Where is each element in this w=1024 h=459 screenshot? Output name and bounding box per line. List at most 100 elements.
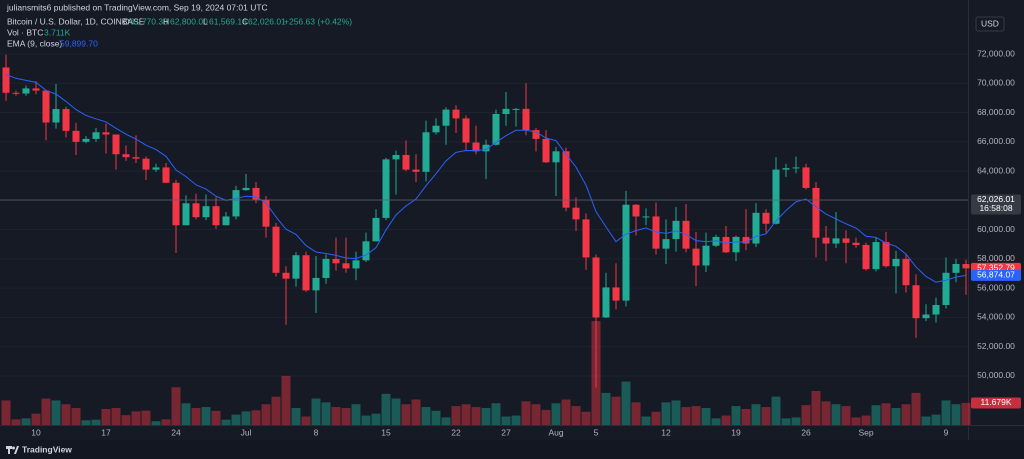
volume-bar [911,392,921,425]
symbol: Bitcoin / U.S. Dollar, 1D, COINBASE [7,16,145,26]
candle-body [752,212,760,244]
candle-body [452,109,460,119]
volume-bar [311,398,321,425]
candle-body [262,199,270,227]
volume-bar [651,411,661,425]
plot-area [0,53,971,425]
candle-body [432,125,440,133]
volume-bar [381,393,391,425]
y-tick-label: 52,000.00 [977,341,1015,351]
candle-body [92,132,100,139]
candle-body [672,220,680,240]
candle-body [792,167,800,169]
ohlc-key: C [242,16,248,26]
ohlc-value: 61,770.38 [130,16,168,26]
candle-body [802,167,810,188]
volume-bar [821,401,831,425]
currency-box[interactable] [975,16,1005,32]
volume-bar [921,416,931,425]
price-tag-label: 62,026.01 [977,194,1015,204]
price-tag-time: 16:58:08 [979,203,1012,213]
currency[interactable]: USD [981,18,999,28]
candle-body [522,108,530,131]
x-tick-label: 10 [31,427,41,437]
price-tag [971,269,1021,281]
y-tick-label: 64,000.00 [977,165,1015,175]
candle-body [632,204,640,217]
volume-bar [501,416,511,425]
candle-body [502,108,510,115]
volume-bar [221,419,231,425]
candle-body [212,206,220,226]
y-tick-label: 72,000.00 [977,48,1015,58]
y-tick-label: 54,000.00 [977,312,1015,322]
y-tick-label: 58,000.00 [977,253,1015,263]
volume-bar [791,417,801,425]
volume-bar [751,404,761,425]
ohlc-key: O [123,16,130,26]
x-tick-label: Jul [241,427,252,437]
ohlc-key: H [163,16,169,26]
candle-body [892,258,900,267]
footer [0,440,1024,459]
volume-bar [231,414,241,425]
candle-body [622,204,630,301]
volume-bar [31,413,41,425]
candle-body [722,236,730,253]
candle-body [272,226,280,273]
volume-bar [161,419,171,425]
candle-body [342,263,350,269]
candle-body [122,154,130,158]
volume-bar [961,402,971,425]
volume-bar [201,407,211,425]
candle-body [222,216,230,226]
candle-body [712,236,720,246]
volume-bar [901,404,911,425]
volume-bar [1,400,11,425]
candle-body [822,237,830,244]
candle-body [442,109,450,126]
candle-body [192,203,200,218]
volume-bar [681,407,691,425]
candle-body [692,248,700,266]
volume-bar [641,416,651,425]
volume-bar [621,381,631,425]
volume-bar [761,407,771,425]
candle-body [862,244,870,270]
volume-bar [471,407,481,425]
x-tick-label: 9 [944,427,949,437]
candle-body [252,187,260,200]
candle-body [662,239,670,249]
legend: juliansmits6 published on TradingView.co… [6,2,352,48]
volume-bar [351,404,361,425]
volume-bar [771,396,781,425]
candle-body [462,118,470,143]
volume-bar [131,411,141,425]
candle-body [102,132,110,135]
candle-body [582,219,590,258]
volume-bar [451,406,461,425]
volume-bar [261,404,271,425]
volume-bar [301,416,311,425]
ohlc-value: 62,026.01 [248,16,286,26]
y-tick-label: 56,000.00 [977,282,1015,292]
volume-bar [91,419,101,425]
x-tick-label: 19 [731,427,741,437]
volume-bar [491,403,501,425]
candle-body [602,287,610,318]
x-tick-label: 27 [501,427,511,437]
volume-bar [281,375,291,425]
price-tag-label: 57,352.79 [977,263,1015,273]
volume-legend: Vol · BTC [7,27,43,37]
candle-body [842,238,850,243]
volume-bar [121,415,131,425]
candle-body [72,130,80,142]
brand[interactable]: TradingView [22,444,72,454]
candle-body [742,236,750,244]
candle-body [392,154,400,160]
volume-bar [81,420,91,425]
published-note: juliansmits6 published on TradingView.co… [6,2,268,12]
y-tick-label: 66,000.00 [977,136,1015,146]
candle-body [312,277,320,291]
volume-bar [481,408,491,425]
